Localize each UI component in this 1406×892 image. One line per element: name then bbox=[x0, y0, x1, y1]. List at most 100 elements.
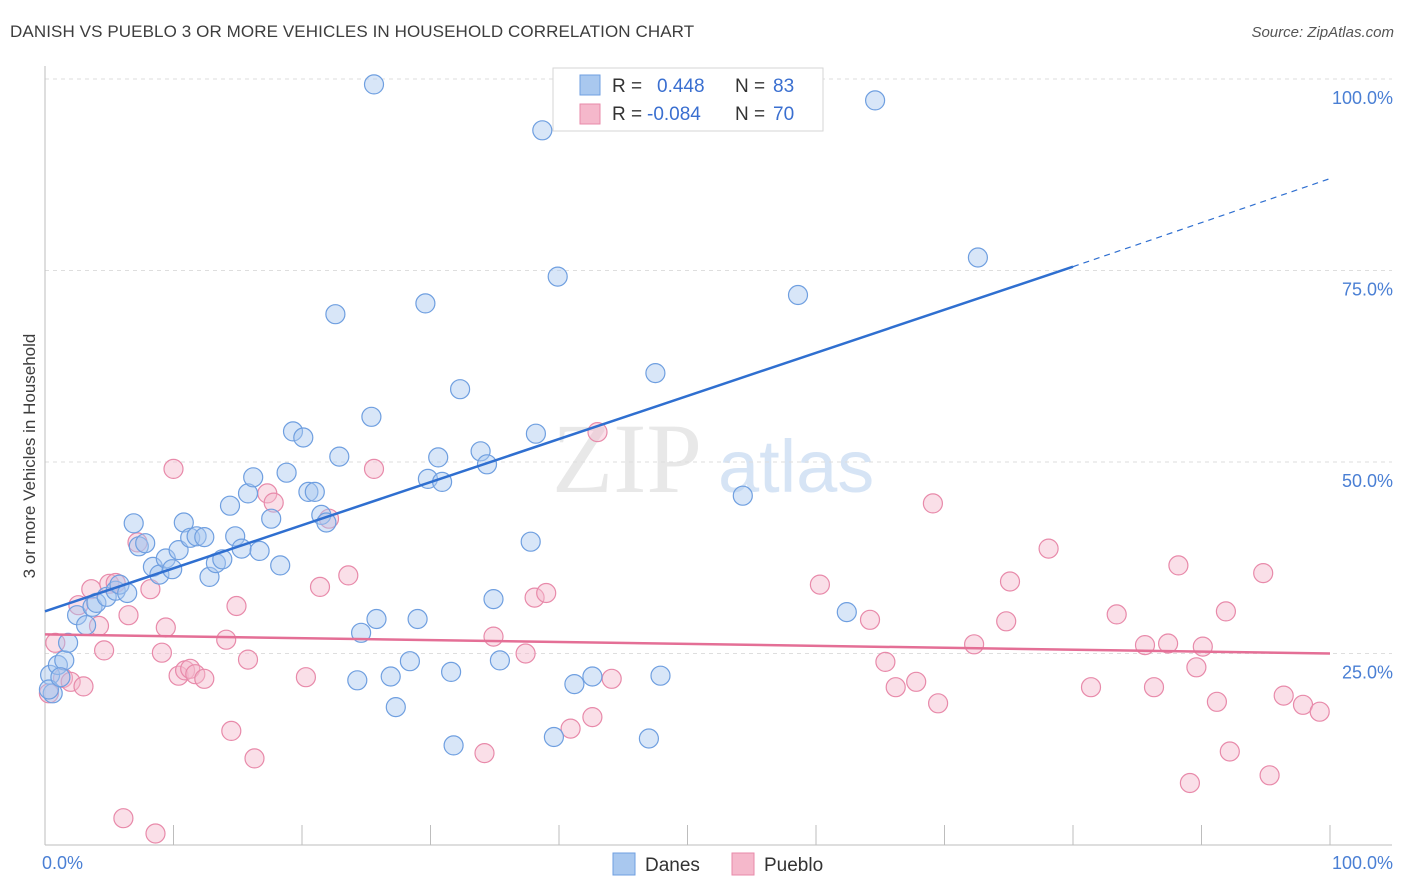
danes-point-34 bbox=[261, 508, 282, 529]
danes-r-value: 0.448 bbox=[657, 76, 705, 97]
danes-point-68 bbox=[543, 726, 565, 748]
danes-point-35 bbox=[270, 555, 291, 576]
danes-point-76 bbox=[732, 485, 753, 506]
pueblo-point-37 bbox=[483, 626, 504, 647]
danes-trend-extension bbox=[1072, 178, 1331, 268]
danes-points bbox=[38, 72, 989, 756]
pueblo-trend-line bbox=[44, 633, 1331, 655]
pueblo-point-39 bbox=[524, 587, 545, 608]
pueblo-point-56 bbox=[1080, 677, 1102, 698]
pueblo-point-53 bbox=[996, 611, 1017, 632]
pueblo-point-42 bbox=[582, 706, 603, 728]
pueblo-point-59 bbox=[1143, 677, 1165, 698]
chart-source: Source: ZipAtlas.com bbox=[1251, 24, 1394, 41]
pueblo-point-23 bbox=[194, 668, 215, 689]
legend-danes-swatch bbox=[612, 852, 636, 876]
danes-point-61 bbox=[470, 441, 491, 462]
danes-point-49 bbox=[366, 608, 387, 630]
danes-point-56 bbox=[428, 447, 449, 468]
danes-point-22 bbox=[180, 527, 201, 548]
danes-point-81 bbox=[38, 679, 60, 700]
pueblo-point-12 bbox=[118, 605, 139, 626]
danes-point-47 bbox=[361, 406, 382, 427]
pueblo-point-35 bbox=[363, 458, 385, 479]
pueblo-point-46 bbox=[859, 609, 881, 630]
pueblo-point-5 bbox=[73, 676, 94, 697]
danes-point-6 bbox=[75, 615, 97, 636]
danes-point-21 bbox=[173, 512, 194, 533]
pueblo-point-68 bbox=[1253, 562, 1274, 584]
pueblo-point-17 bbox=[155, 617, 176, 638]
pueblo-point-18 bbox=[163, 458, 184, 479]
danes-point-11 bbox=[109, 574, 130, 595]
pueblo-point-31 bbox=[295, 667, 316, 688]
danes-point-67 bbox=[532, 120, 553, 141]
danes-point-73 bbox=[645, 363, 666, 384]
danes-point-7 bbox=[82, 596, 103, 617]
danes-point-28 bbox=[219, 495, 241, 516]
danes-point-44 bbox=[329, 446, 350, 467]
danes-point-36 bbox=[276, 462, 297, 483]
y-tick-label-100: 100.0% bbox=[1332, 88, 1393, 108]
pueblo-point-50 bbox=[922, 493, 944, 514]
pueblo-point-65 bbox=[1206, 691, 1228, 712]
legend-danes-label: Danes bbox=[645, 855, 700, 876]
pueblo-point-49 bbox=[906, 671, 927, 692]
danes-point-15 bbox=[135, 533, 156, 554]
pueblo-point-19 bbox=[168, 665, 189, 686]
danes-point-70 bbox=[564, 673, 585, 695]
pueblo-point-28 bbox=[244, 748, 265, 769]
pueblo-point-70 bbox=[1273, 685, 1294, 706]
danes-point-13 bbox=[123, 513, 144, 534]
pueblo-point-62 bbox=[1179, 772, 1201, 794]
pueblo-point-63 bbox=[1186, 657, 1207, 678]
danes-r-label: R = bbox=[612, 76, 642, 97]
trend-lines bbox=[44, 178, 1331, 655]
pueblo-point-40 bbox=[536, 582, 557, 604]
pueblo-point-64 bbox=[1192, 636, 1213, 657]
pueblo-n-value: 70 bbox=[773, 104, 794, 125]
danes-point-66 bbox=[525, 423, 547, 444]
pueblo-point-57 bbox=[1106, 604, 1127, 625]
danes-point-43 bbox=[325, 304, 346, 325]
pueblo-point-8 bbox=[93, 640, 115, 661]
pueblo-point-30 bbox=[263, 492, 284, 513]
danes-point-63 bbox=[483, 588, 504, 610]
pueblo-point-32 bbox=[309, 576, 331, 598]
danes-point-4 bbox=[57, 632, 79, 653]
danes-point-23 bbox=[186, 526, 207, 547]
chart-title: DANISH VS PUEBLO 3 OR MORE VEHICLES IN H… bbox=[10, 22, 695, 41]
legend-pueblo-label: Pueblo bbox=[764, 855, 823, 876]
y-tick-label-50: 50.0% bbox=[1342, 471, 1393, 491]
danes-point-3 bbox=[54, 650, 75, 671]
danes-point-46 bbox=[351, 622, 372, 643]
danes-point-37 bbox=[282, 421, 304, 442]
danes-point-40 bbox=[304, 481, 325, 502]
pueblo-point-34 bbox=[338, 565, 359, 586]
pueblo-point-16 bbox=[151, 642, 172, 663]
danes-point-59 bbox=[443, 735, 464, 756]
pueblo-r-label: R = bbox=[612, 104, 642, 125]
pueblo-point-55 bbox=[1038, 538, 1059, 559]
danes-point-74 bbox=[650, 665, 671, 686]
danes-point-48 bbox=[363, 74, 385, 95]
x-tick-label-max: 100.0% bbox=[1332, 853, 1393, 873]
pueblo-point-15 bbox=[145, 823, 166, 844]
pueblo-n-label: N = bbox=[735, 104, 765, 125]
danes-point-64 bbox=[489, 650, 510, 671]
danes-point-79 bbox=[864, 90, 886, 111]
pueblo-point-47 bbox=[875, 651, 896, 673]
danes-point-72 bbox=[638, 728, 660, 749]
legend: Danes Pueblo bbox=[612, 852, 823, 876]
pueblo-point-36 bbox=[474, 742, 495, 764]
danes-point-78 bbox=[836, 601, 857, 623]
y-axis-title: 3 or more Vehicles in Household bbox=[20, 334, 39, 579]
pueblo-point-22 bbox=[185, 664, 206, 685]
x-tick-label-min: 0.0% bbox=[42, 853, 83, 873]
axes bbox=[44, 66, 1392, 846]
danes-n-value: 83 bbox=[773, 76, 794, 97]
watermark-zip: ZIP bbox=[552, 403, 702, 514]
pueblo-point-11 bbox=[113, 808, 134, 829]
legend-pueblo-swatch bbox=[731, 852, 755, 876]
danes-trend-line bbox=[44, 265, 1074, 613]
